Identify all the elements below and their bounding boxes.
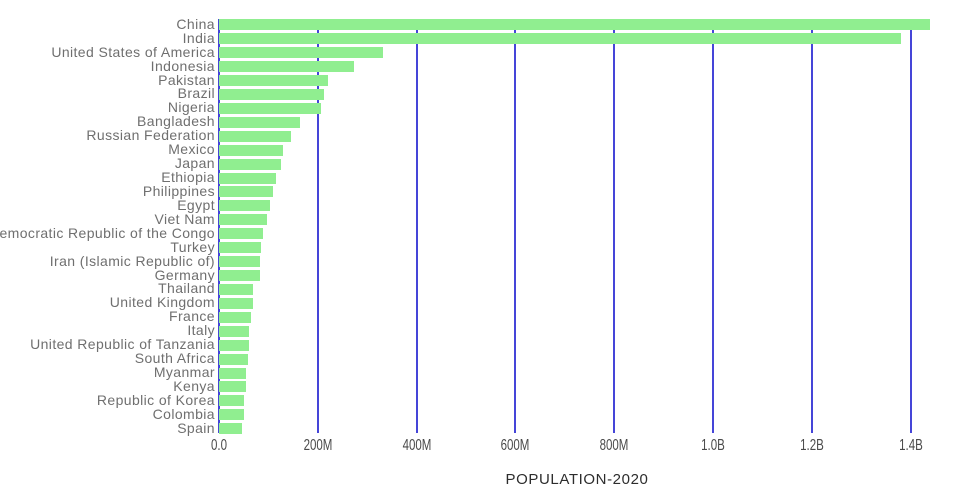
gridline-1.2B — [810, 19, 813, 433]
bar — [219, 158, 282, 170]
y-axis-label: Nigeria — [167, 99, 215, 116]
y-axis-label: India — [182, 29, 215, 46]
y-axis-label: Republic of Korea — [96, 392, 215, 409]
bar — [219, 395, 245, 407]
y-axis-label: Thailand — [158, 280, 215, 297]
y-axis-label: Viet Nam — [154, 211, 215, 228]
gridline-0.0 — [218, 19, 220, 433]
y-axis-label: Russian Federation — [86, 127, 215, 144]
bar — [219, 270, 261, 282]
y-axis-label: Spain — [177, 419, 215, 436]
x-tick-label: 1.4B — [898, 437, 923, 454]
y-axis-label: Germany — [154, 266, 215, 283]
bar — [219, 283, 254, 295]
y-axis-label: France — [169, 308, 215, 325]
y-axis-label: Myanmar — [153, 364, 215, 381]
bar — [219, 47, 383, 59]
y-axis-label: Ethiopia — [161, 169, 215, 186]
bar — [219, 88, 324, 100]
bar — [219, 19, 931, 31]
x-tick-label: 400M — [402, 437, 432, 454]
bar — [219, 116, 301, 128]
y-axis-label: Colombia — [152, 406, 215, 423]
y-axis-label: United Kingdom — [109, 294, 215, 311]
y-axis-label: Italy — [187, 322, 215, 339]
y-axis-label: Indonesia — [150, 57, 215, 74]
bar — [219, 353, 249, 365]
x-tick-label: 200M — [303, 437, 333, 454]
bar — [219, 144, 283, 156]
bar — [219, 228, 264, 240]
bar — [219, 423, 243, 435]
x-tick-label: 0.0 — [210, 437, 228, 454]
bar — [219, 61, 355, 73]
bar — [219, 325, 249, 337]
y-axis-label: South Africa — [134, 350, 215, 367]
bar — [219, 297, 253, 309]
bar — [219, 102, 321, 114]
y-axis-label: Philippines — [142, 183, 215, 200]
gridline-200M — [316, 19, 319, 433]
x-tick-label: 800M — [599, 437, 629, 454]
bar — [219, 339, 249, 351]
y-axis-label: United States of America — [51, 43, 215, 60]
x-tick-label: 1.0B — [701, 437, 725, 454]
y-axis-label: Egypt — [177, 197, 215, 214]
bar — [219, 172, 276, 184]
bar — [219, 311, 252, 323]
y-axis-label: Brazil — [177, 85, 215, 102]
bar — [219, 75, 329, 87]
gridline-400M — [415, 19, 418, 433]
y-axis-label: Japan — [174, 155, 215, 172]
bar — [219, 367, 246, 379]
bar — [219, 186, 274, 198]
x-tick-label: 600M — [500, 437, 530, 454]
bar — [219, 33, 901, 45]
y-axis-label: Turkey — [170, 238, 215, 255]
y-axis-label: Mexico — [168, 141, 215, 158]
gridline-800M — [613, 19, 616, 433]
gridline-600M — [514, 19, 517, 433]
bar — [219, 130, 292, 142]
bar — [219, 381, 246, 393]
bar — [219, 409, 245, 421]
y-axis-label: China — [176, 15, 215, 32]
gridline-1.4B — [909, 19, 912, 433]
x-tick-label: 1.2B — [799, 437, 824, 454]
y-axis-label: Democratic Republic of the Congo — [0, 224, 215, 241]
bar — [219, 242, 261, 254]
y-axis-label: Bangladesh — [137, 113, 215, 130]
y-axis-label: Kenya — [173, 378, 215, 395]
bar — [219, 200, 270, 212]
y-axis-label: Pakistan — [158, 71, 215, 88]
bar — [219, 256, 261, 268]
y-axis-label: United Republic of Tanzania — [30, 336, 215, 353]
bar — [219, 214, 268, 226]
gridline-1.0B — [712, 19, 714, 433]
x-axis-title: POPULATION-2020 — [505, 471, 649, 488]
y-axis-label: Iran (Islamic Republic of) — [49, 252, 215, 269]
